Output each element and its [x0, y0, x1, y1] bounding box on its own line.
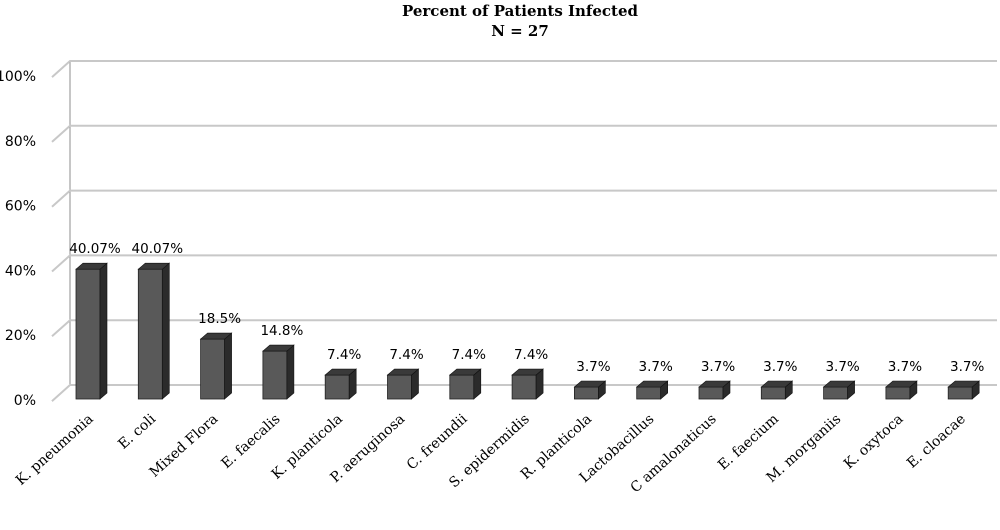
y-tick-label: 80%: [5, 134, 36, 150]
x-tick-label: K. pneumonia: [13, 411, 97, 489]
data-label: 3.7%: [763, 359, 797, 375]
bar-top: [698, 380, 731, 388]
y-tick-label: 40%: [5, 263, 36, 279]
bar-front: [885, 386, 911, 400]
bar-side: [286, 344, 295, 400]
bar-top: [386, 368, 420, 376]
chart-title: Percent of Patients Infected: [402, 2, 639, 20]
gridline: [51, 124, 997, 143]
plot-area: [51, 60, 997, 402]
y-tick-label: 0%: [14, 393, 36, 409]
data-label: 3.7%: [950, 359, 984, 375]
bar-front: [75, 268, 101, 400]
y-axis: 0% 20% 40% 60% 80% 100%: [0, 69, 36, 409]
x-tick-label: E. faecium: [715, 411, 782, 473]
data-label: 3.7%: [576, 359, 610, 375]
bar-front: [449, 374, 475, 400]
data-label: 14.8%: [260, 323, 303, 339]
bar-front: [511, 374, 537, 400]
bar: [698, 380, 731, 400]
bar-side: [99, 262, 108, 400]
bar-top: [822, 380, 856, 388]
gridline: [51, 384, 997, 402]
bar: [635, 380, 669, 400]
bar: [822, 380, 856, 400]
data-label: 7.4%: [327, 347, 361, 363]
bar-front: [137, 268, 163, 400]
bars: [75, 262, 981, 400]
data-label: 3.7%: [639, 359, 673, 375]
bar-top: [137, 262, 171, 270]
bar-side: [224, 332, 232, 400]
bar-top: [75, 262, 108, 270]
bar: [573, 380, 607, 400]
x-tick-label: E. coli: [115, 411, 159, 453]
bar-front: [574, 386, 599, 400]
plot-wall-edge: [51, 61, 71, 402]
y-tick-label: 60%: [5, 199, 36, 215]
x-tick-label: E. cloacae: [904, 411, 969, 472]
bar: [137, 262, 171, 400]
bar: [324, 368, 358, 400]
x-tick-label: E. faecalis: [218, 411, 283, 472]
x-tick-label: C. freundii: [404, 411, 471, 474]
data-labels: 40.07% 40.07% 18.5% 14.8% 7.4% 7.4% 7.4% 7.4% 3.…: [69, 241, 984, 375]
bar-front: [947, 386, 973, 400]
gridline: [51, 60, 997, 78]
bar: [75, 262, 108, 400]
gridline: [51, 189, 997, 208]
bar: [199, 332, 233, 400]
bar-front: [200, 338, 226, 400]
bar: [760, 380, 794, 400]
bar-front: [636, 386, 662, 400]
x-tick-label: K. oxytoca: [841, 411, 907, 472]
data-label: 7.4%: [389, 347, 423, 363]
gridline: [51, 319, 997, 338]
x-tick-label: Mixed Flora: [147, 411, 222, 480]
bar: [448, 368, 482, 400]
bar-top: [199, 332, 233, 340]
bar: [885, 380, 918, 400]
bar-front: [760, 386, 786, 400]
data-label: 7.4%: [452, 347, 486, 363]
chart-subtitle: N = 27: [491, 22, 549, 40]
data-label: 7.4%: [514, 347, 548, 363]
bar-top: [760, 380, 794, 388]
bar-top: [448, 368, 482, 376]
bar-front: [698, 386, 724, 400]
bar-top: [262, 344, 295, 352]
bar-front: [387, 374, 412, 400]
data-label: 40.07%: [132, 241, 184, 257]
bar-side: [162, 262, 170, 400]
bar-top: [511, 368, 544, 376]
gridline: [51, 254, 997, 273]
bar-top: [885, 380, 918, 388]
data-label: 18.5%: [198, 311, 241, 327]
bar-front: [262, 350, 288, 400]
bar: [262, 344, 295, 400]
bar-top: [573, 380, 607, 388]
bar: [511, 368, 544, 400]
data-label: 3.7%: [701, 359, 735, 375]
bar-top: [324, 368, 358, 376]
y-tick-label: 100%: [0, 69, 36, 85]
data-label: 3.7%: [825, 359, 859, 375]
bar: [947, 380, 981, 400]
bar: [386, 368, 420, 400]
bar-top: [947, 380, 981, 388]
y-tick-label: 20%: [5, 328, 36, 344]
bar-front: [823, 386, 848, 400]
bar-front: [324, 374, 350, 400]
bar-top: [635, 380, 669, 388]
data-label: 40.07%: [69, 241, 121, 257]
data-label: 3.7%: [888, 359, 922, 375]
